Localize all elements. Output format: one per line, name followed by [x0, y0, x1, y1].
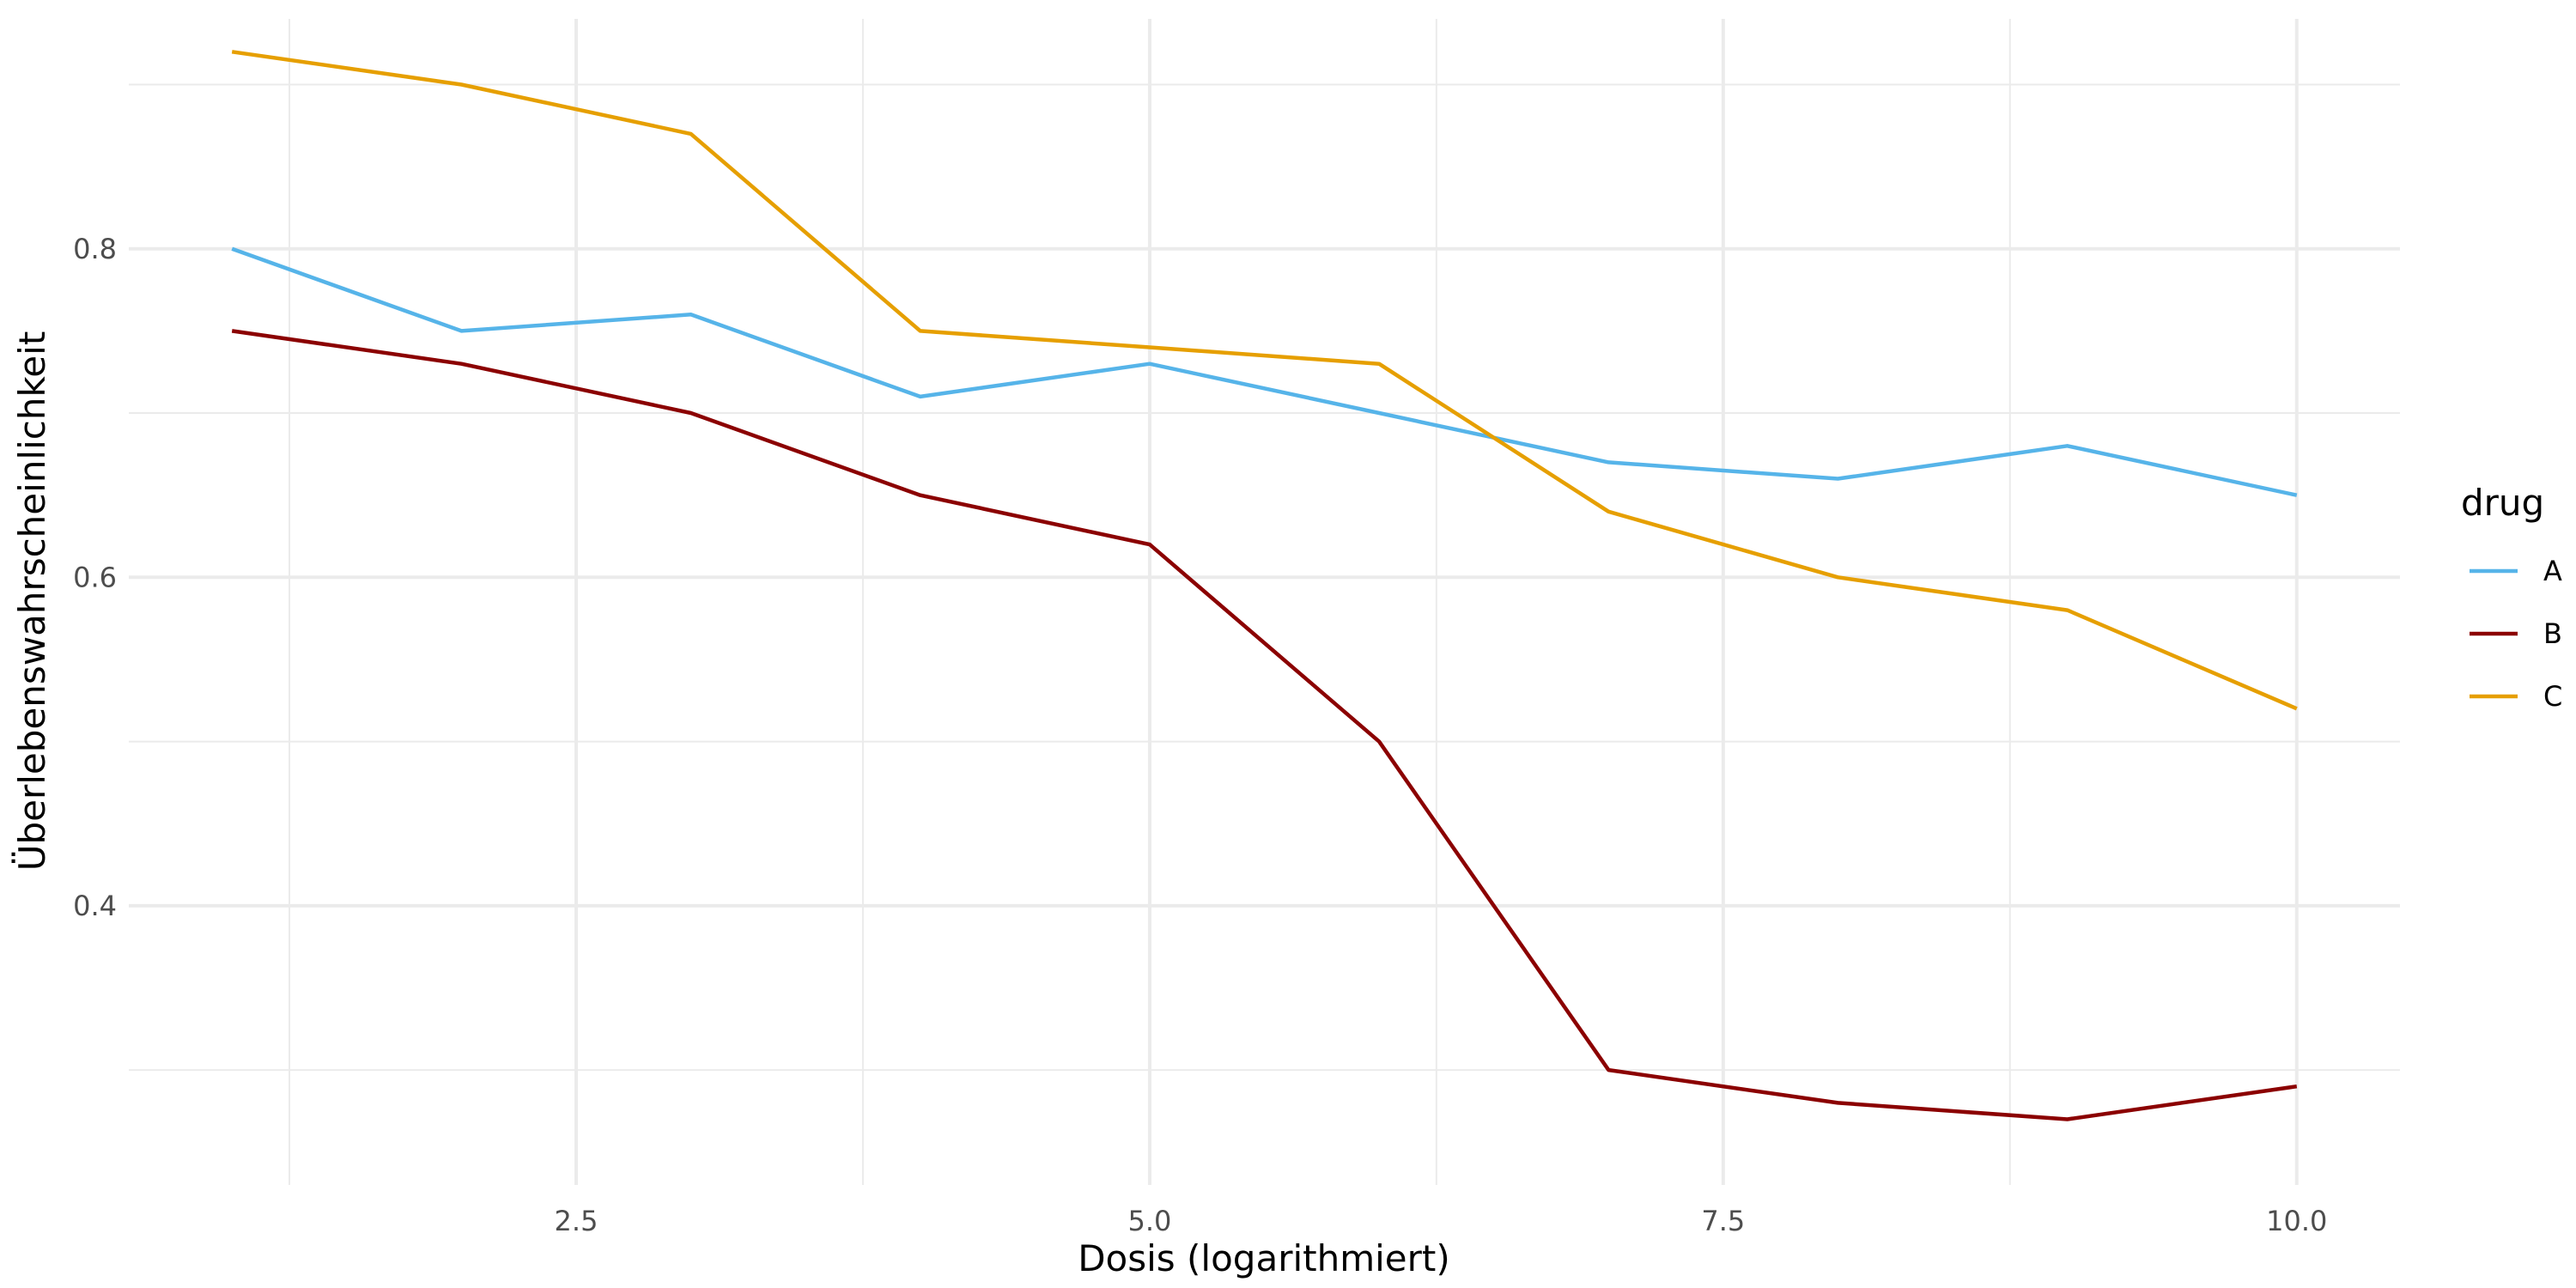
axis-layer: 2.5 5.0 7.5 10.0 0.4 0.6 0.8 [73, 233, 2327, 1237]
legend: drug ABC [2461, 482, 2562, 713]
legend-items: ABC [2470, 555, 2562, 713]
grid-layer [129, 19, 2400, 1185]
x-tick-label: 7.5 [1701, 1205, 1745, 1237]
series-line-a [231, 246, 2298, 497]
series-line-c [231, 50, 2298, 711]
legend-label-b: B [2543, 617, 2562, 650]
y-tick-label: 0.8 [73, 233, 117, 265]
legend-label-c: C [2543, 680, 2562, 713]
x-tick-label: 10.0 [2266, 1205, 2327, 1237]
legend-label-a: A [2543, 555, 2562, 587]
x-tick-label: 2.5 [555, 1205, 598, 1237]
series-layer [231, 50, 2298, 1121]
x-tick-label: 5.0 [1127, 1205, 1171, 1237]
y-tick-label: 0.6 [73, 561, 117, 593]
legend-title: drug [2461, 482, 2544, 524]
series-line-b [231, 329, 2298, 1121]
x-axis-title: Dosis (logarithmiert) [1078, 1237, 1450, 1279]
y-tick-label: 0.4 [73, 890, 117, 922]
y-axis-title: Überlebenswahrscheinlichkeit [10, 331, 53, 872]
